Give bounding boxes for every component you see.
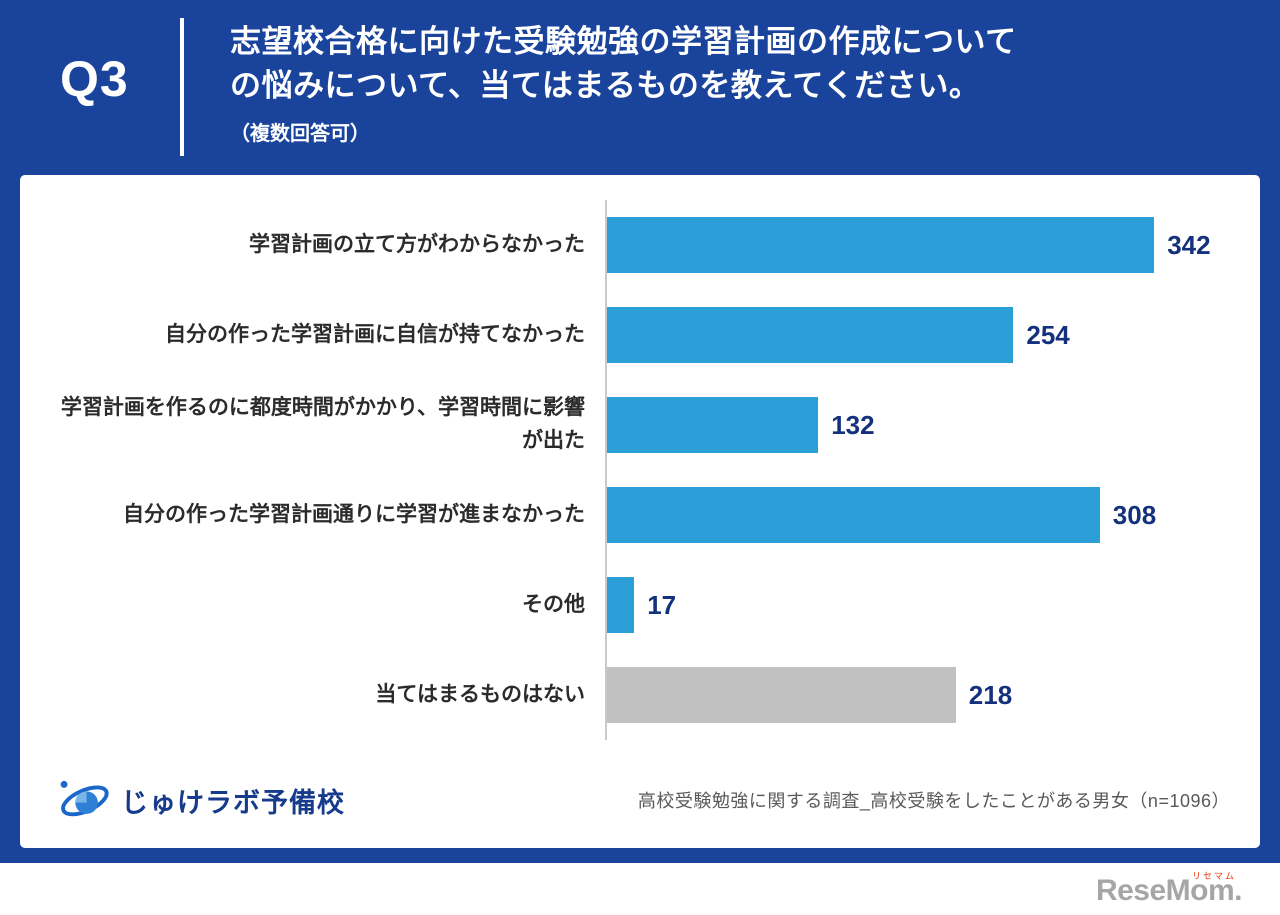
bar (607, 217, 1155, 273)
resemom-logo: リセマム ReseMom. (1095, 871, 1243, 910)
bar-track: 308 (605, 470, 1215, 560)
chart-row: その他 17 (45, 560, 1215, 650)
chart-panel: 学習計画の立て方がわからなかった 342 自分の作った学習計画に自信が持てなかった 2… (20, 175, 1260, 848)
bar (607, 577, 635, 633)
resemom-logo-text: ReseMom. (1095, 874, 1243, 907)
bar (607, 307, 1014, 363)
value-label: 132 (831, 409, 875, 440)
value-label: 342 (1167, 229, 1211, 260)
category-label: 当てはまるものはない (375, 682, 585, 706)
value-label: 218 (968, 679, 1013, 710)
bar-track: 218 (605, 650, 1215, 740)
jukelab-logo-text: じゅけラボ予備校 (121, 787, 345, 818)
chart-row: 当てはまるものはない 218 (45, 650, 1215, 740)
bar-track: 17 (605, 560, 1215, 650)
bar-track: 342 (605, 200, 1215, 290)
bar (607, 487, 1100, 543)
header-divider (180, 18, 184, 156)
value-label: 17 (647, 589, 677, 620)
bar (607, 397, 819, 453)
category-label: 学習計画の立て方がわからなかった (249, 232, 585, 256)
bar (607, 667, 956, 723)
chart-rows: 学習計画の立て方がわからなかった 342 自分の作った学習計画に自信が持てなかった 2… (45, 200, 1215, 740)
chart-row: 自分の作った学習計画通りに学習が進まなかった 308 (45, 470, 1215, 560)
multiple-answer-note: （複数回答可） (230, 123, 370, 146)
bar-track: 132 (605, 380, 1215, 470)
chart-row: 自分の作った学習計画に自信が持てなかった 254 (45, 290, 1215, 380)
category-label: 学習計画を作るのに都度時間がかかり、学習時間に影響が出た (60, 396, 585, 452)
chart-row: 学習計画の立て方がわからなかった 342 (45, 200, 1215, 290)
panel-footer: じゅけラボ予備校 高校受験勉強に関する調査_高校受験をしたことがある男女（n=1… (55, 774, 1230, 826)
title-block: 志望校合格に向けた受験勉強の学習計画の作成について の悩みについて、当てはまるも… (230, 20, 1240, 146)
question-number: Q3 (60, 51, 129, 107)
value-label: 308 (1112, 499, 1157, 530)
value-label: 254 (1026, 319, 1070, 350)
header: Q3 志望校合格に向けた受験勉強の学習計画の作成について の悩みについて、当ては… (0, 0, 1280, 175)
bar-track: 254 (605, 290, 1215, 380)
category-label: その他 (522, 592, 585, 616)
chart-row: 学習計画を作るのに都度時間がかかり、学習時間に影響が出た 132 (45, 380, 1215, 470)
page-title-line2: の悩みについて、当てはまるものを教えてください。 (230, 68, 981, 104)
page-title-line1: 志望校合格に向けた受験勉強の学習計画の作成について (230, 24, 1017, 59)
jukelab-logo: じゅけラボ予備校 (55, 774, 345, 826)
bottom-band: リセマム ReseMom. (0, 863, 1280, 915)
survey-source-caption: 高校受験勉強に関する調査_高校受験をしたことがある男女（n=1096） (637, 791, 1230, 811)
bar-chart: 学習計画の立て方がわからなかった 342 自分の作った学習計画に自信が持てなかった 2… (45, 200, 1215, 740)
category-label: 自分の作った学習計画に自信が持てなかった (165, 322, 585, 346)
jukelab-logo-icon (60, 780, 109, 817)
resemom-kana-label: リセマム (1191, 871, 1236, 881)
category-label: 自分の作った学習計画通りに学習が進まなかった (123, 502, 585, 526)
